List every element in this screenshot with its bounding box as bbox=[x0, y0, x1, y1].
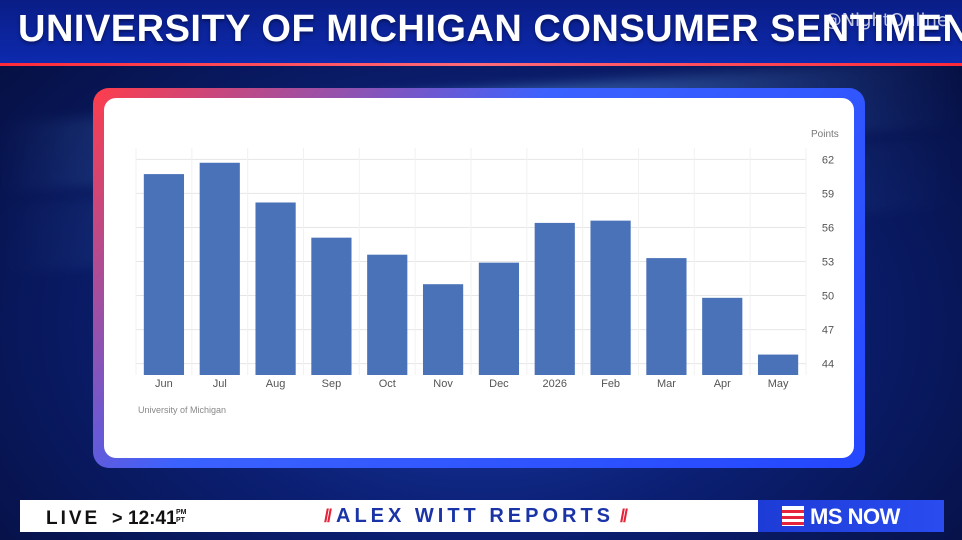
x-tick-label: May bbox=[768, 378, 789, 390]
x-tick-label: Nov bbox=[433, 378, 453, 390]
bar-sep bbox=[311, 237, 352, 375]
y-tick-label: 56 bbox=[822, 222, 834, 234]
y-tick-label: 44 bbox=[822, 359, 834, 371]
bar-aug bbox=[255, 202, 296, 375]
watermark: @NightOnline bbox=[823, 10, 948, 31]
page-title: UNIVERSITY OF MICHIGAN CONSUMER SENTIMEN… bbox=[18, 8, 962, 50]
x-tick-label: Oct bbox=[379, 378, 396, 390]
x-tick-label: Aug bbox=[266, 378, 286, 390]
y-tick-label: 59 bbox=[822, 188, 834, 200]
bar-may bbox=[757, 354, 799, 375]
network-name: MS NOW bbox=[810, 504, 900, 529]
live-indicator: LIVE > 12:41 PM PT bbox=[24, 503, 194, 529]
bar-2026 bbox=[534, 222, 575, 375]
timezone-zone: PT bbox=[176, 517, 185, 524]
clock-time: 12:41 bbox=[128, 508, 177, 529]
bar-feb bbox=[590, 220, 631, 375]
show-title: ALEX WITT REPORTS bbox=[336, 505, 614, 527]
chart-card: 62 59 56 53 50 47 44 Jun Jul Aug Sep Oct Nov Dec 2026… bbox=[104, 98, 854, 458]
live-label: LIVE bbox=[46, 508, 101, 529]
bar-dec bbox=[478, 262, 520, 375]
y-tick-label: 47 bbox=[822, 325, 834, 337]
x-tick-label: Mar bbox=[657, 378, 676, 390]
x-tick-label: 2026 bbox=[543, 378, 567, 390]
y-axis-label: Points bbox=[811, 129, 839, 140]
title-bar: UNIVERSITY OF MICHIGAN CONSUMER SENTIMEN… bbox=[0, 0, 962, 66]
chevron-right-icon: > bbox=[112, 508, 123, 528]
timezone: PM PT bbox=[176, 509, 187, 525]
x-tick-label: Jul bbox=[213, 378, 227, 390]
x-tick-label: Sep bbox=[322, 378, 342, 390]
x-tick-label: Feb bbox=[601, 378, 620, 390]
slash-decoration-left: // bbox=[323, 506, 332, 526]
flag-icon bbox=[782, 506, 804, 526]
bar-mar bbox=[646, 258, 687, 375]
slash-decoration-right: // bbox=[620, 506, 628, 526]
y-tick-label: 53 bbox=[822, 257, 834, 269]
x-tick-label: Apr bbox=[714, 378, 731, 390]
x-tick-label: Dec bbox=[489, 378, 509, 390]
x-tick-label: Jun bbox=[155, 378, 173, 390]
show-title-box: //ALEX WITT REPORTS// bbox=[270, 503, 680, 529]
bar-jul bbox=[199, 162, 240, 375]
timezone-ampm: PM bbox=[176, 509, 187, 516]
y-tick-label: 62 bbox=[822, 154, 834, 166]
bar-jun bbox=[143, 174, 185, 375]
bar-chart: 62 59 56 53 50 47 44 Jun Jul Aug Sep Oct Nov Dec 2026… bbox=[135, 129, 839, 415]
bar-apr bbox=[702, 297, 743, 375]
network-logo: MS NOW bbox=[758, 500, 944, 532]
y-tick-label: 50 bbox=[822, 291, 834, 303]
bar-nov bbox=[422, 284, 464, 375]
bar-oct bbox=[367, 254, 408, 375]
chart-source: University of Michigan bbox=[138, 405, 226, 415]
